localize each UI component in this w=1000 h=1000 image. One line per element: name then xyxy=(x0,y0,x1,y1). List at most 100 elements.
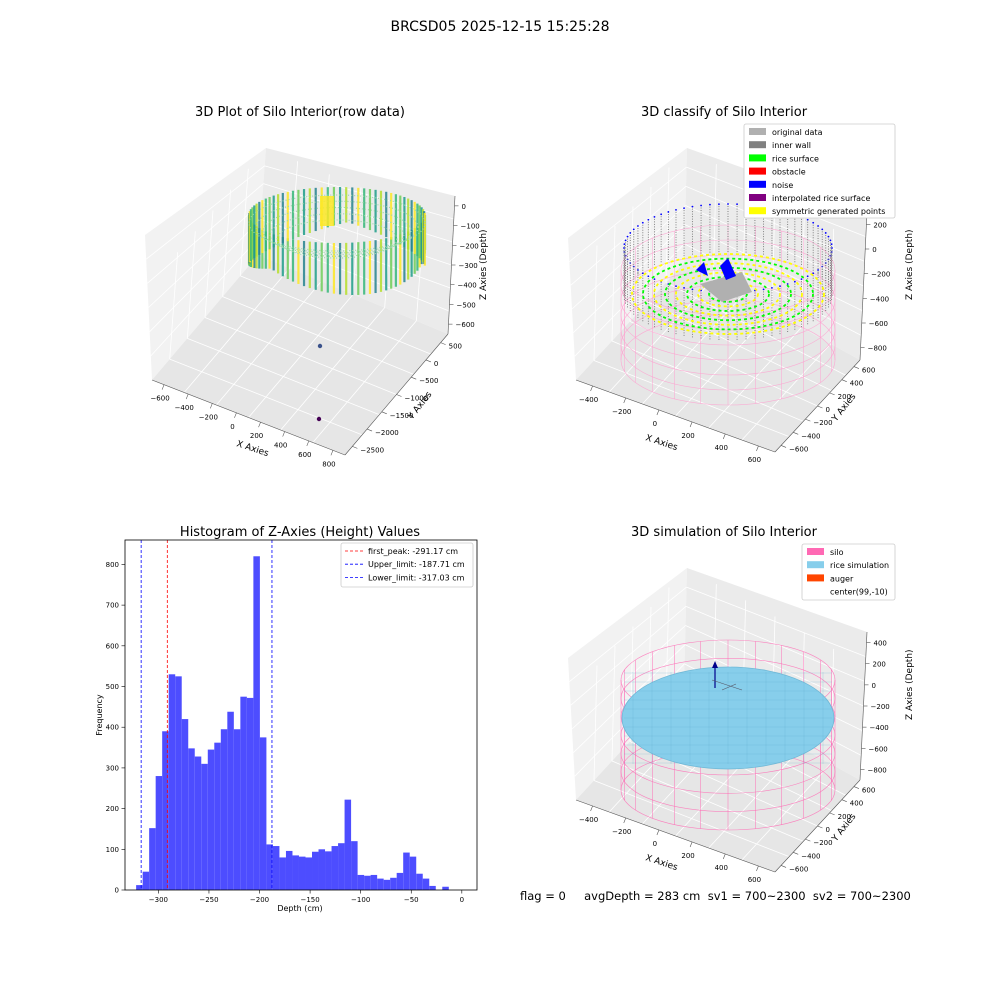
y-tick-label: 600 xyxy=(862,787,875,795)
histogram-bar xyxy=(298,856,306,890)
histogram-bar xyxy=(214,742,221,890)
histogram-bar xyxy=(194,756,202,890)
z-tick-label: −200 xyxy=(460,242,479,250)
y-tick-label: 400 xyxy=(850,800,863,808)
histogram-bar xyxy=(266,844,273,890)
z-tick-label: −400 xyxy=(870,295,889,303)
legend-classify: original data inner wall rice surface obsta… xyxy=(743,123,896,219)
legend-swatch xyxy=(807,574,824,582)
x-tick-mark xyxy=(306,440,310,447)
panel-raw-data: 3D Plot of Silo Interior(row data) −600−… xyxy=(145,105,489,468)
grid-line xyxy=(169,252,179,360)
panel-simulation: 3D simulation of Silo Interior −400 −200 0… xyxy=(520,525,915,903)
histogram-bar xyxy=(155,776,163,890)
rice-surface-ring xyxy=(708,285,748,303)
x-tick-label: −100 xyxy=(351,896,370,904)
legend-swatch xyxy=(749,128,766,135)
noise-point xyxy=(817,269,819,271)
y-tick-label: 200 xyxy=(106,805,119,813)
rice-surface-ring xyxy=(686,276,770,312)
x-tick-mark xyxy=(210,403,213,409)
legend-label: inner wall xyxy=(772,141,811,150)
grid-line xyxy=(222,189,232,297)
grid-line xyxy=(685,185,865,262)
histogram-bar xyxy=(357,874,365,890)
legend-label: Lower_limit: -317.03 cm xyxy=(368,573,465,582)
legend-label: center(99,-10) xyxy=(830,588,888,597)
histogram-bar xyxy=(168,674,176,890)
x-tick-label: 200 xyxy=(681,852,694,860)
pane-left xyxy=(145,148,266,380)
grid-line xyxy=(647,186,652,303)
y-tick-label: 800 xyxy=(106,561,119,569)
histogram-bar xyxy=(325,851,332,890)
z-tick-label: −500 xyxy=(457,301,476,309)
y-tick-label: −400 xyxy=(801,432,820,440)
histogram-bar xyxy=(233,729,241,890)
histogram-bar xyxy=(390,877,397,890)
x-axis-line xyxy=(151,379,346,456)
noise-point xyxy=(691,288,694,291)
grid-line xyxy=(593,665,598,781)
legend-swatch xyxy=(807,587,824,595)
y-tick-mark xyxy=(817,825,823,829)
y-tick-label: −2000 xyxy=(375,429,399,437)
histogram-bar xyxy=(142,871,150,890)
x-tick-mark xyxy=(756,445,759,452)
x-tick-mark xyxy=(330,450,334,456)
x-tick-label: −300 xyxy=(149,896,168,904)
z-tick-label: −300 xyxy=(459,262,478,270)
z-tick-label: −600 xyxy=(869,745,888,753)
histogram-reference-lines xyxy=(140,540,273,890)
x-axis-label-raw: X Axies xyxy=(235,439,270,459)
legend-frame-classify xyxy=(743,123,896,219)
histogram-bar xyxy=(272,846,280,890)
histogram-bar xyxy=(227,711,234,890)
noise-point xyxy=(637,225,639,227)
y-tick-label: −200 xyxy=(813,839,832,847)
noise-point xyxy=(762,288,765,291)
grid-line xyxy=(685,205,864,287)
raw-point-ring xyxy=(269,213,405,257)
z-tick-label: −200 xyxy=(871,271,890,279)
grid-line xyxy=(569,586,687,682)
y-tick-mark xyxy=(381,411,387,415)
noise-point xyxy=(626,235,629,238)
x-tick-label: −200 xyxy=(612,828,631,836)
y-tick-mark xyxy=(841,799,847,802)
histogram-bar xyxy=(207,749,215,890)
rice-surface-ring xyxy=(653,262,803,326)
y-tick-mark xyxy=(829,392,835,396)
y-tick-label: 0 xyxy=(434,360,438,368)
histogram-bar xyxy=(331,846,339,890)
y-tick-mark xyxy=(396,394,402,397)
histogram-bar xyxy=(364,875,371,890)
noise-point xyxy=(624,239,627,242)
histogram-bar xyxy=(396,872,404,890)
legend-swatch xyxy=(807,561,824,569)
histogram-bar xyxy=(305,857,313,890)
y-tick-mark xyxy=(425,359,432,363)
histogram-bar xyxy=(422,878,430,890)
z-tick-label: −100 xyxy=(461,223,480,231)
x-tick-label: 0 xyxy=(653,840,657,848)
histogram-bar xyxy=(149,828,156,890)
y-tick-label: 700 xyxy=(106,602,119,610)
classified-point-cloud xyxy=(620,203,836,406)
noise-point xyxy=(653,278,656,281)
histogram-bar xyxy=(201,763,208,890)
noise-point xyxy=(812,272,815,275)
x-tick-mark xyxy=(756,865,759,872)
noise-point xyxy=(691,205,694,208)
x-tick-label: −200 xyxy=(612,408,631,416)
histogram-bar xyxy=(442,886,449,890)
x-tick-label: 600 xyxy=(748,876,761,884)
histogram-bar xyxy=(338,843,345,890)
y-tick-label: 500 xyxy=(106,683,119,691)
legend-label: auger xyxy=(830,574,854,583)
grid-line xyxy=(569,166,687,262)
histogram-bar xyxy=(429,885,436,890)
noise-point xyxy=(829,239,832,242)
legend-label: rice simulation xyxy=(830,561,889,570)
